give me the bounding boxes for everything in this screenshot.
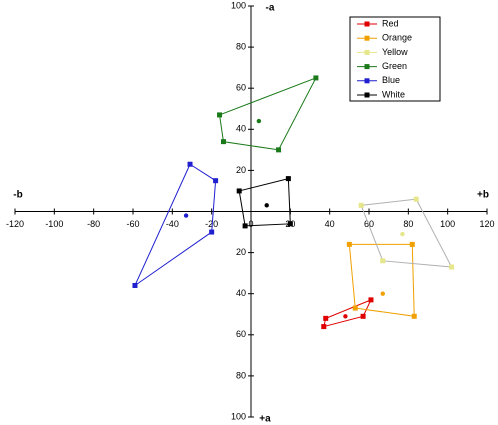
legend-marker <box>364 92 370 98</box>
series-outline <box>238 177 291 227</box>
point-marker <box>380 258 386 264</box>
center-point <box>264 203 269 208</box>
x-tick-label: -60 <box>126 219 139 229</box>
point-marker <box>413 196 419 202</box>
y-tick-label: 80 <box>236 370 246 380</box>
x-tick-label: -20 <box>205 219 218 229</box>
point-marker <box>409 241 415 247</box>
legend-label: Orange <box>382 33 412 43</box>
y-tick-label: 60 <box>236 329 246 339</box>
legend-marker <box>364 64 370 70</box>
x-tick-label: 60 <box>364 219 374 229</box>
point-marker <box>321 324 327 330</box>
legend-label: Red <box>382 18 399 28</box>
legend-box <box>349 16 441 102</box>
y-tick-label: 100 <box>231 0 246 10</box>
y-tick-label: 20 <box>236 247 246 257</box>
legend-marker <box>364 35 370 41</box>
center-point <box>256 118 262 124</box>
y-axis-label-bottom: +a <box>259 414 271 425</box>
x-tick-label: 100 <box>440 219 455 229</box>
y-tick-label: 40 <box>236 288 246 298</box>
x-tick-label: 120 <box>479 219 494 229</box>
x-tick-label: -100 <box>45 219 63 229</box>
point-marker <box>132 282 138 288</box>
center-point <box>343 314 348 319</box>
point-marker <box>276 147 282 153</box>
point-marker <box>449 264 455 270</box>
point-marker <box>209 229 215 235</box>
legend-marker <box>364 21 370 27</box>
y-tick-label: 100 <box>231 411 246 421</box>
point-marker <box>213 178 219 184</box>
legend-label: Yellow <box>382 47 408 57</box>
x-tick-label: 40 <box>325 219 335 229</box>
x-tick-label: -40 <box>166 219 179 229</box>
y-axis-label-top: -a <box>266 3 275 14</box>
series-outline <box>348 243 415 317</box>
point-marker <box>360 313 366 319</box>
y-tick-label: 40 <box>236 124 246 134</box>
x-tick-label: 0 <box>248 219 253 229</box>
point-marker <box>352 305 358 311</box>
series-outline <box>323 298 372 328</box>
x-tick-label: -80 <box>87 219 100 229</box>
legend-label: Green <box>382 61 407 71</box>
point-marker <box>358 202 364 208</box>
legend-label: White <box>382 89 405 99</box>
point-marker <box>242 223 248 229</box>
point-marker <box>236 188 242 194</box>
x-tick-label: -120 <box>6 219 24 229</box>
y-tick-label: 80 <box>236 41 246 51</box>
point-marker <box>217 112 223 118</box>
center-point <box>183 213 189 218</box>
y-tick-label: 60 <box>236 83 246 93</box>
point-marker <box>313 75 319 81</box>
point-marker <box>411 313 417 319</box>
series-outline <box>360 198 453 268</box>
point-marker <box>285 176 291 182</box>
legend-label: Blue <box>382 75 400 85</box>
center-point <box>380 291 385 296</box>
legend-marker <box>364 78 370 84</box>
point-marker <box>346 241 352 247</box>
x-axis-label-right: +b <box>477 190 489 201</box>
center-point <box>400 231 405 237</box>
point-marker <box>323 315 329 321</box>
series-outline <box>218 76 317 151</box>
point-marker <box>220 139 226 145</box>
point-marker <box>368 297 374 303</box>
x-axis-label-left: -b <box>13 190 22 201</box>
x-tick-label: 80 <box>403 219 413 229</box>
point-marker <box>287 221 293 227</box>
legend: Red Orange Yellow Green Blue White <box>349 16 441 102</box>
point-marker <box>187 161 193 167</box>
legend-marker <box>364 49 370 55</box>
y-tick-label: 20 <box>236 165 246 175</box>
